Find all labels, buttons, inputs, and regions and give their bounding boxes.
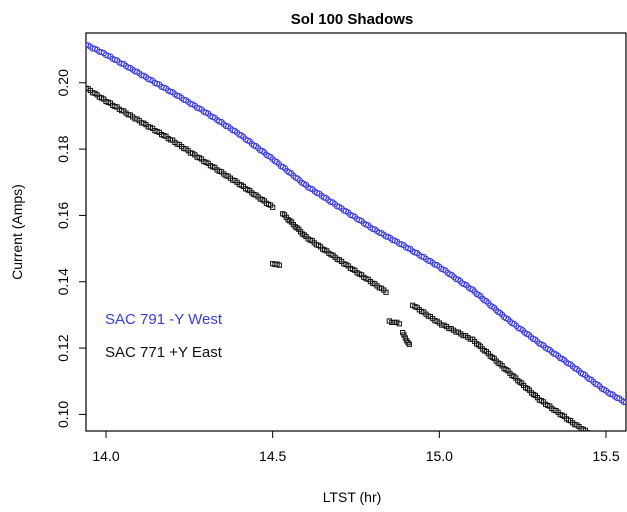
- data-point: [580, 426, 586, 431]
- data-point: [483, 298, 490, 305]
- series-east: [86, 85, 598, 440]
- y-tick-label: 0.12: [55, 334, 71, 361]
- legend: SAC 791 -Y West SAC 771 +Y East: [105, 311, 223, 361]
- y-tick-label: 0.18: [55, 135, 71, 162]
- data-point: [584, 430, 591, 431]
- y-axis: 0.10 0.12 0.14 0.16 0.18 0.20: [55, 69, 86, 428]
- y-axis-label: Current (Amps): [9, 184, 25, 280]
- data-point: [276, 262, 282, 268]
- data-point: [592, 434, 596, 438]
- x-tick-label: 14.0: [92, 448, 119, 464]
- data-point: [497, 309, 504, 316]
- data-point: [294, 175, 301, 182]
- series-layer: [86, 42, 626, 440]
- plot-frame: [85, 32, 627, 432]
- data-point: [396, 321, 402, 327]
- y-tick-label: 0.20: [55, 69, 71, 96]
- data-point: [590, 432, 594, 436]
- y-tick-label: 0.16: [55, 202, 71, 229]
- legend-entry-west: SAC 791 -Y West: [105, 311, 223, 328]
- x-tick-label: 15.0: [426, 448, 453, 464]
- data-point: [402, 335, 408, 341]
- data-point: [406, 341, 412, 347]
- chart-title: Sol 100 Shadows: [291, 11, 414, 28]
- data-point: [401, 332, 407, 338]
- data-point: [383, 289, 389, 295]
- data-point: [594, 436, 598, 440]
- x-tick-label: 15.5: [592, 448, 619, 464]
- data-point: [620, 398, 626, 406]
- y-tick-label: 0.10: [55, 401, 71, 428]
- legend-entry-east: SAC 771 +Y East: [105, 344, 223, 361]
- x-axis-label: LTST (hr): [323, 489, 382, 505]
- data-point: [167, 88, 174, 95]
- data-point: [607, 390, 614, 398]
- y-tick-label: 0.14: [55, 268, 71, 295]
- data-point: [588, 432, 592, 436]
- series-west: [86, 42, 626, 406]
- x-axis: 14.0 14.5 15.0 15.5: [92, 431, 620, 464]
- x-tick-label: 14.5: [259, 448, 286, 464]
- data-point: [270, 204, 276, 210]
- data-point: [622, 399, 626, 406]
